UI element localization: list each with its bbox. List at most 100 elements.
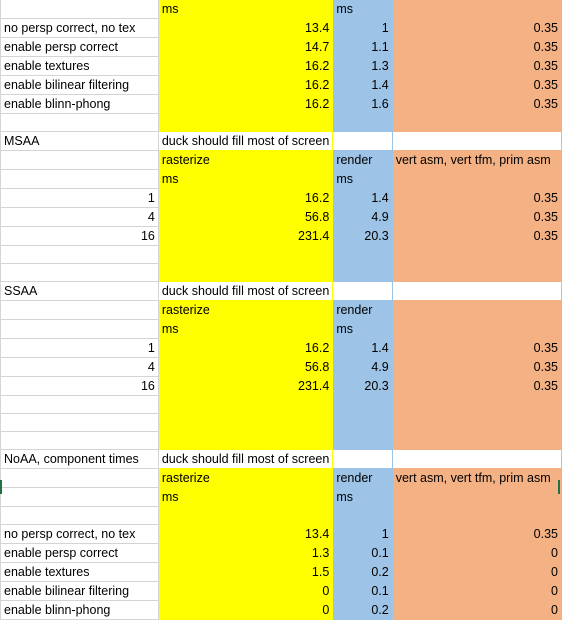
cell-r16-c2[interactable]: render	[332, 300, 393, 320]
cell-r10-c3[interactable]: 0.35	[391, 188, 562, 208]
cell-r15-c2[interactable]	[332, 281, 393, 301]
cell-r8-c1[interactable]: rasterize	[157, 150, 334, 170]
cell-r5-c2[interactable]: 1.6	[332, 94, 393, 114]
cell-r25-c0[interactable]	[0, 468, 159, 488]
cell-r29-c1[interactable]: 1.3	[157, 543, 334, 563]
cell-r24-c2[interactable]	[332, 449, 393, 469]
cell-r19-c1[interactable]: 56.8	[157, 357, 334, 377]
cell-r15-c0[interactable]: SSAA	[0, 281, 159, 301]
cell-r11-c1[interactable]: 56.8	[157, 207, 334, 227]
cell-r10-c1[interactable]: 16.2	[157, 188, 334, 208]
cell-r15-c1[interactable]: duck should fill most of screen	[157, 281, 334, 301]
cell-r19-c0[interactable]: 4	[0, 357, 159, 377]
cell-r29-c3[interactable]: 0	[391, 543, 562, 563]
cell-r7-c2[interactable]	[332, 131, 393, 151]
cell-r17-c1[interactable]: ms	[157, 319, 334, 339]
cell-r28-c3[interactable]: 0.35	[391, 524, 562, 544]
cell-r3-c0[interactable]: enable textures	[0, 56, 159, 76]
cell-r11-c2[interactable]: 4.9	[332, 207, 393, 227]
cell-r26-c0[interactable]	[0, 487, 159, 507]
cell-r24-c0[interactable]: NoAA, component times	[0, 449, 159, 469]
cell-r16-c0[interactable]	[0, 300, 159, 320]
cell-r4-c1[interactable]: 16.2	[157, 75, 334, 95]
cell-r0-c3[interactable]	[391, 0, 562, 19]
cell-r20-c3[interactable]: 0.35	[391, 376, 562, 396]
cell-r25-c1[interactable]: rasterize	[157, 468, 334, 488]
cell-r14-c2[interactable]	[332, 263, 393, 282]
cell-r30-c3[interactable]: 0	[391, 562, 562, 582]
cell-r4-c0[interactable]: enable bilinear filtering	[0, 75, 159, 95]
cell-r12-c2[interactable]: 20.3	[332, 226, 393, 246]
cell-r27-c1[interactable]	[157, 506, 334, 525]
cell-r14-c0[interactable]	[0, 263, 159, 282]
cell-r21-c1[interactable]	[157, 395, 334, 414]
cell-r10-c0[interactable]: 1	[0, 188, 159, 208]
cell-r9-c3[interactable]	[391, 169, 562, 189]
cell-r13-c0[interactable]	[0, 245, 159, 264]
cell-r22-c1[interactable]	[157, 413, 334, 432]
cell-r32-c3[interactable]: 0	[391, 600, 562, 620]
cell-r20-c1[interactable]: 231.4	[157, 376, 334, 396]
cell-r32-c2[interactable]: 0.2	[332, 600, 393, 620]
cell-r9-c2[interactable]: ms	[332, 169, 393, 189]
cell-r17-c3[interactable]	[391, 319, 562, 339]
cell-r6-c1[interactable]	[157, 113, 334, 132]
cell-r18-c1[interactable]: 16.2	[157, 338, 334, 358]
cell-r2-c3[interactable]: 0.35	[391, 37, 562, 57]
cell-r14-c1[interactable]	[157, 263, 334, 282]
cell-r6-c3[interactable]	[391, 113, 562, 132]
cell-r20-c2[interactable]: 20.3	[332, 376, 393, 396]
cell-r30-c0[interactable]: enable textures	[0, 562, 159, 582]
cell-r11-c0[interactable]: 4	[0, 207, 159, 227]
cell-r2-c2[interactable]: 1.1	[332, 37, 393, 57]
cell-r7-c3[interactable]	[391, 131, 562, 151]
cell-r23-c0[interactable]	[0, 431, 159, 450]
cell-r12-c1[interactable]: 231.4	[157, 226, 334, 246]
cell-r8-c3[interactable]: vert asm, vert tfm, prim asm	[391, 150, 562, 170]
cell-r27-c2[interactable]	[332, 506, 393, 525]
cell-r12-c0[interactable]: 16	[0, 226, 159, 246]
cell-r0-c1[interactable]: ms	[157, 0, 334, 19]
cell-r1-c1[interactable]: 13.4	[157, 18, 334, 38]
cell-r29-c2[interactable]: 0.1	[332, 543, 393, 563]
cell-r7-c0[interactable]: MSAA	[0, 131, 159, 151]
cell-r0-c0[interactable]	[0, 0, 159, 19]
cell-r16-c3[interactable]	[391, 300, 562, 320]
cell-r5-c3[interactable]: 0.35	[391, 94, 562, 114]
cell-r23-c3[interactable]	[391, 431, 562, 450]
cell-r13-c3[interactable]	[391, 245, 562, 264]
cell-r22-c0[interactable]	[0, 413, 159, 432]
cell-r6-c0[interactable]	[0, 113, 159, 132]
cell-r27-c0[interactable]	[0, 506, 159, 525]
cell-r22-c3[interactable]	[391, 413, 562, 432]
cell-r16-c1[interactable]: rasterize	[157, 300, 334, 320]
cell-r30-c1[interactable]: 1.5	[157, 562, 334, 582]
cell-r21-c0[interactable]	[0, 395, 159, 414]
cell-r21-c3[interactable]	[391, 395, 562, 414]
cell-r31-c0[interactable]: enable bilinear filtering	[0, 581, 159, 601]
cell-r18-c0[interactable]: 1	[0, 338, 159, 358]
cell-r26-c1[interactable]: ms	[157, 487, 334, 507]
cell-r12-c3[interactable]: 0.35	[391, 226, 562, 246]
cell-r1-c0[interactable]: no persp correct, no tex	[0, 18, 159, 38]
cell-r23-c1[interactable]	[157, 431, 334, 450]
cell-r9-c0[interactable]	[0, 169, 159, 189]
cell-r19-c3[interactable]: 0.35	[391, 357, 562, 377]
cell-r13-c1[interactable]	[157, 245, 334, 264]
cell-r19-c2[interactable]: 4.9	[332, 357, 393, 377]
cell-r27-c3[interactable]	[391, 506, 562, 525]
cell-r10-c2[interactable]: 1.4	[332, 188, 393, 208]
cell-r4-c3[interactable]: 0.35	[391, 75, 562, 95]
cell-r24-c3[interactable]	[391, 449, 562, 469]
cell-r30-c2[interactable]: 0.2	[332, 562, 393, 582]
cell-r32-c1[interactable]: 0	[157, 600, 334, 620]
cell-r1-c2[interactable]: 1	[332, 18, 393, 38]
cell-r3-c1[interactable]: 16.2	[157, 56, 334, 76]
cell-r20-c0[interactable]: 16	[0, 376, 159, 396]
cell-r5-c1[interactable]: 16.2	[157, 94, 334, 114]
cell-r18-c3[interactable]: 0.35	[391, 338, 562, 358]
cell-r3-c2[interactable]: 1.3	[332, 56, 393, 76]
cell-r23-c2[interactable]	[332, 431, 393, 450]
cell-r28-c2[interactable]: 1	[332, 524, 393, 544]
cell-r31-c1[interactable]: 0	[157, 581, 334, 601]
